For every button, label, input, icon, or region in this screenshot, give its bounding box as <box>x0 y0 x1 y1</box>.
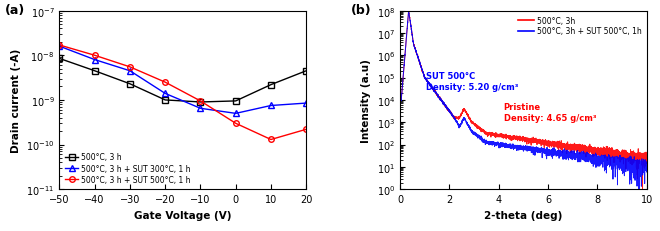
Legend: 500°C, 3 h, 500°C, 3 h + SUT 300°C, 1 h, 500°C, 3 h + SUT 500°C, 1 h: 500°C, 3 h, 500°C, 3 h + SUT 300°C, 1 h,… <box>63 151 192 186</box>
Y-axis label: Intensity (a.u): Intensity (a.u) <box>361 59 371 142</box>
X-axis label: 2-theta (deg): 2-theta (deg) <box>484 210 562 220</box>
X-axis label: Gate Voltage (V): Gate Voltage (V) <box>134 210 232 220</box>
Y-axis label: Drain current (-A): Drain current (-A) <box>11 49 20 152</box>
Text: SUT 500°C
Density: 5.20 g/cm³: SUT 500°C Density: 5.20 g/cm³ <box>426 72 518 91</box>
Text: (b): (b) <box>350 4 372 17</box>
Text: Pristine
Density: 4.65 g/cm³: Pristine Density: 4.65 g/cm³ <box>504 103 596 123</box>
Legend: 500°C, 3h, 500°C, 3h + SUT 500°C, 1h: 500°C, 3h, 500°C, 3h + SUT 500°C, 1h <box>517 15 643 38</box>
Text: (a): (a) <box>5 4 25 17</box>
